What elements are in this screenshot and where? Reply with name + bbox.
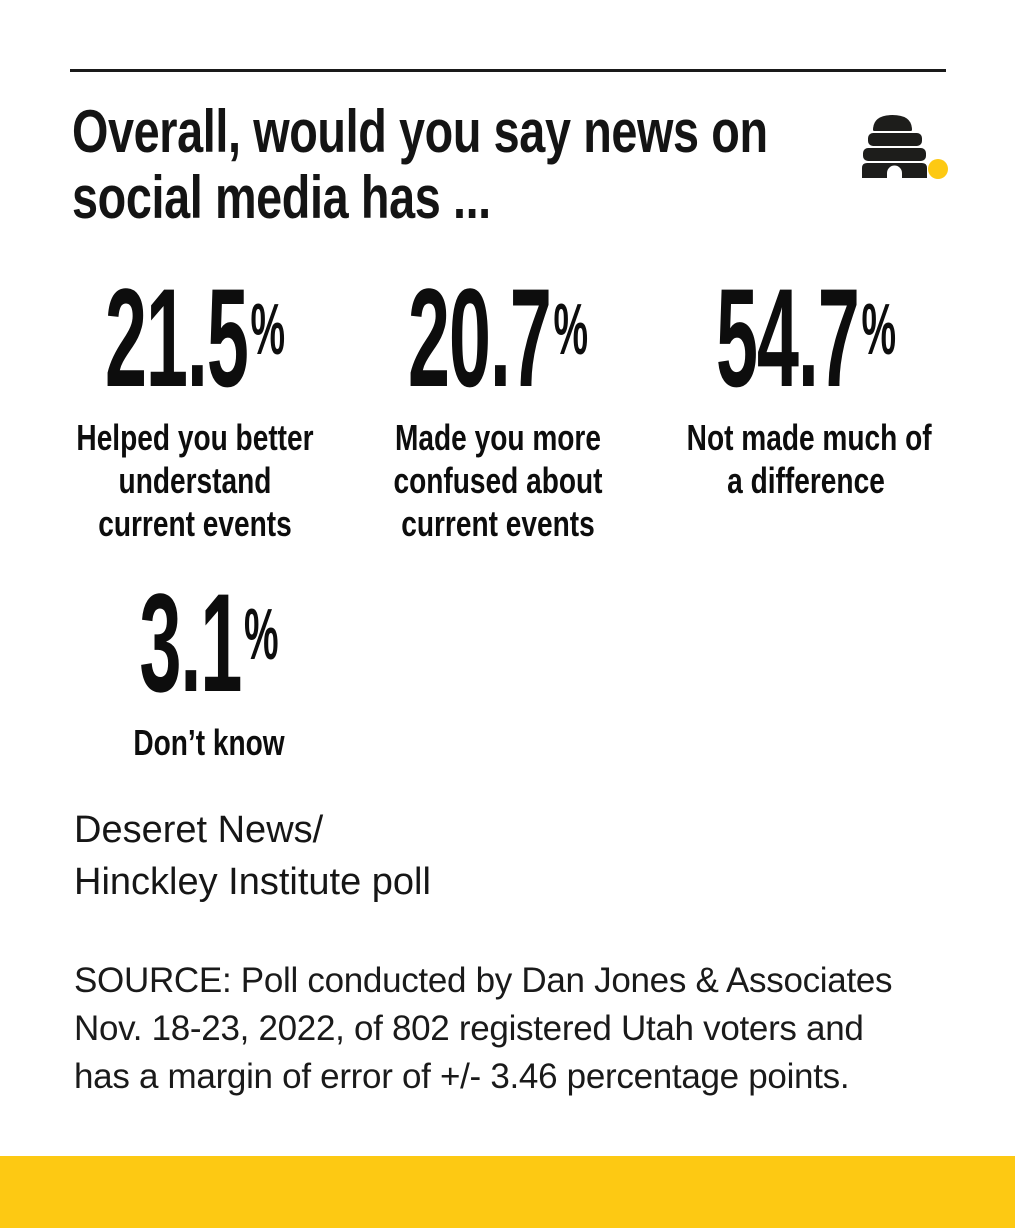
stat-dont-know: 3.1% Don’t know — [56, 573, 362, 764]
credit-line-2: Hinckley Institute poll — [74, 861, 431, 903]
beehive-band-3 — [863, 148, 926, 161]
stat-label-more-confused: Made you more confused about current eve… — [393, 417, 603, 544]
stat-label-dont-know: Don’t know — [133, 722, 285, 763]
percent-sign: % — [243, 595, 279, 675]
top-rule — [70, 69, 946, 72]
page-title-line-1: Overall, would you say news on — [72, 98, 768, 165]
stat-digits: 3.1 — [139, 564, 242, 721]
stat-digits: 54.7 — [715, 259, 860, 416]
stat-value-more-confused: 20.7% — [408, 268, 588, 408]
poll-credit: Deseret News/ Hinckley Institute poll — [74, 804, 431, 908]
source-line-3: has a margin of error of +/- 3.46 percen… — [74, 1057, 850, 1096]
stat-digits: 21.5 — [104, 259, 249, 416]
page-title: Overall, would you say news on social me… — [72, 99, 768, 231]
stat-no-difference: 54.7% Not made much of a difference — [653, 268, 959, 502]
stat-value-dont-know: 3.1% — [126, 573, 291, 713]
stat-more-confused: 20.7% Made you more confused about curre… — [345, 268, 651, 545]
beehive-band-2 — [868, 133, 922, 146]
beehive-band-4 — [862, 163, 927, 178]
stat-digits: 20.7 — [407, 259, 552, 416]
stat-helped-understand: 21.5% Helped you better understand curre… — [42, 268, 348, 545]
percent-sign: % — [250, 290, 286, 370]
beehive-logo — [862, 115, 948, 179]
source-line-1: SOURCE: Poll conducted by Dan Jones & As… — [74, 961, 893, 1000]
page-title-line-2: social media has ... — [72, 164, 491, 231]
source-note: SOURCE: Poll conducted by Dan Jones & As… — [74, 957, 893, 1101]
credit-line-1: Deseret News/ — [74, 809, 324, 851]
stat-value-no-difference: 54.7% — [716, 268, 896, 408]
beehive-dome — [873, 115, 912, 131]
percent-sign: % — [861, 290, 897, 370]
stat-value-helped-understand: 21.5% — [105, 268, 285, 408]
stat-label-no-difference: Not made much of a difference — [686, 417, 932, 501]
source-line-2: Nov. 18-23, 2022, of 802 registered Utah… — [74, 1009, 864, 1048]
footer-bar — [0, 1156, 1015, 1228]
beehive-yellow-dot — [928, 159, 948, 179]
stat-label-helped-understand: Helped you better understand current eve… — [76, 417, 314, 544]
percent-sign: % — [553, 290, 589, 370]
